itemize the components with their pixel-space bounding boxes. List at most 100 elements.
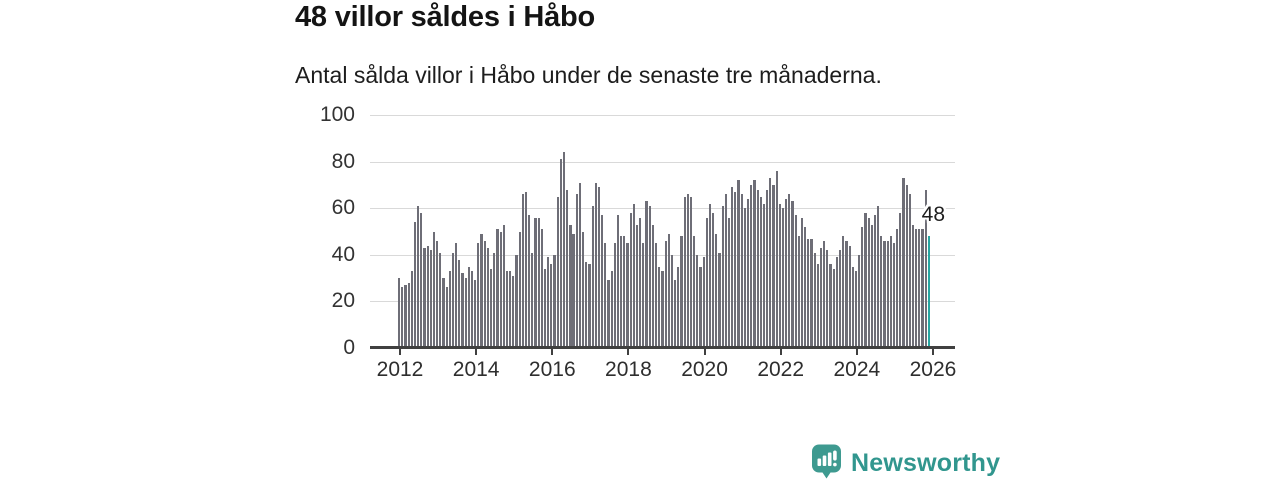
bar [753, 180, 756, 348]
bar [915, 229, 918, 348]
x-tick-label: 2022 [757, 358, 805, 381]
bar [553, 254, 556, 348]
bar [800, 217, 804, 348]
bar [778, 203, 781, 348]
bar [813, 252, 816, 348]
x-tick-label: 2020 [681, 358, 728, 381]
bar [804, 226, 807, 348]
bar [918, 229, 921, 348]
bar [651, 224, 654, 348]
y-tick-label: 80 [331, 149, 355, 173]
bar [766, 189, 769, 348]
bar [493, 252, 496, 348]
bar [461, 273, 464, 348]
bar [613, 243, 616, 348]
bar [432, 231, 436, 348]
bar [477, 243, 480, 348]
bar [601, 215, 604, 348]
bar [572, 233, 575, 348]
bar [423, 247, 426, 348]
bar [531, 252, 534, 348]
bar [442, 278, 445, 348]
bar [480, 233, 483, 348]
bar [616, 215, 620, 348]
bar [756, 189, 759, 348]
bar [807, 238, 810, 348]
bar [505, 271, 509, 348]
bar [712, 212, 715, 348]
bar [759, 196, 762, 348]
bar [667, 233, 670, 348]
bar [829, 264, 832, 348]
x-tick [475, 348, 478, 355]
bar [664, 240, 667, 348]
bar [785, 198, 788, 348]
bar [848, 245, 851, 348]
bar [398, 278, 401, 348]
bar [727, 217, 731, 348]
bar [654, 243, 658, 348]
bar [845, 240, 848, 348]
bar [509, 271, 512, 348]
bar [689, 196, 693, 348]
x-tick [779, 348, 782, 355]
bar [867, 217, 870, 348]
bar [781, 208, 785, 348]
x-tick [703, 348, 706, 355]
bar [407, 282, 410, 348]
x-tick [931, 348, 934, 355]
newsworthy-wordmark: Newsworthy [851, 449, 1001, 477]
bar [842, 236, 845, 348]
bar [696, 254, 699, 348]
bar [550, 264, 553, 348]
bar [880, 236, 883, 348]
bar [502, 224, 505, 348]
bar [597, 187, 601, 348]
bar [693, 236, 696, 348]
bar [743, 208, 746, 348]
bar [902, 177, 905, 348]
bar [645, 201, 648, 348]
bar [705, 217, 708, 348]
x-tick [855, 348, 858, 355]
bar [740, 194, 743, 348]
bar [429, 250, 432, 348]
bar [731, 187, 734, 348]
bar [483, 240, 486, 348]
x-tick [627, 348, 630, 355]
bar [543, 268, 547, 348]
bar [626, 243, 629, 348]
bar [870, 224, 873, 348]
bar [896, 229, 899, 348]
bar [746, 198, 750, 348]
x-tick-label: 2016 [528, 358, 576, 381]
bar [566, 189, 569, 348]
bar [889, 236, 892, 348]
bar [528, 215, 531, 348]
bar [420, 212, 423, 348]
gridline [370, 254, 955, 256]
bar [686, 194, 689, 348]
bar [797, 236, 800, 348]
x-tick [551, 348, 554, 355]
bar [899, 212, 902, 348]
bar [702, 257, 705, 348]
newsworthy-logo-icon [810, 443, 843, 480]
bar [658, 266, 661, 348]
bar [496, 229, 499, 348]
bar [823, 240, 826, 348]
y-tick-label: 20 [331, 289, 355, 313]
bar [585, 261, 588, 348]
bar [604, 243, 607, 348]
bar [582, 231, 585, 348]
y-tick-label: 40 [331, 242, 355, 266]
bar [575, 194, 578, 348]
bar [458, 259, 461, 348]
bar [448, 271, 451, 348]
bar [680, 236, 683, 348]
bar [775, 170, 778, 348]
bar [851, 266, 854, 348]
value-annotation: 48 [921, 203, 945, 226]
bar [661, 271, 664, 348]
